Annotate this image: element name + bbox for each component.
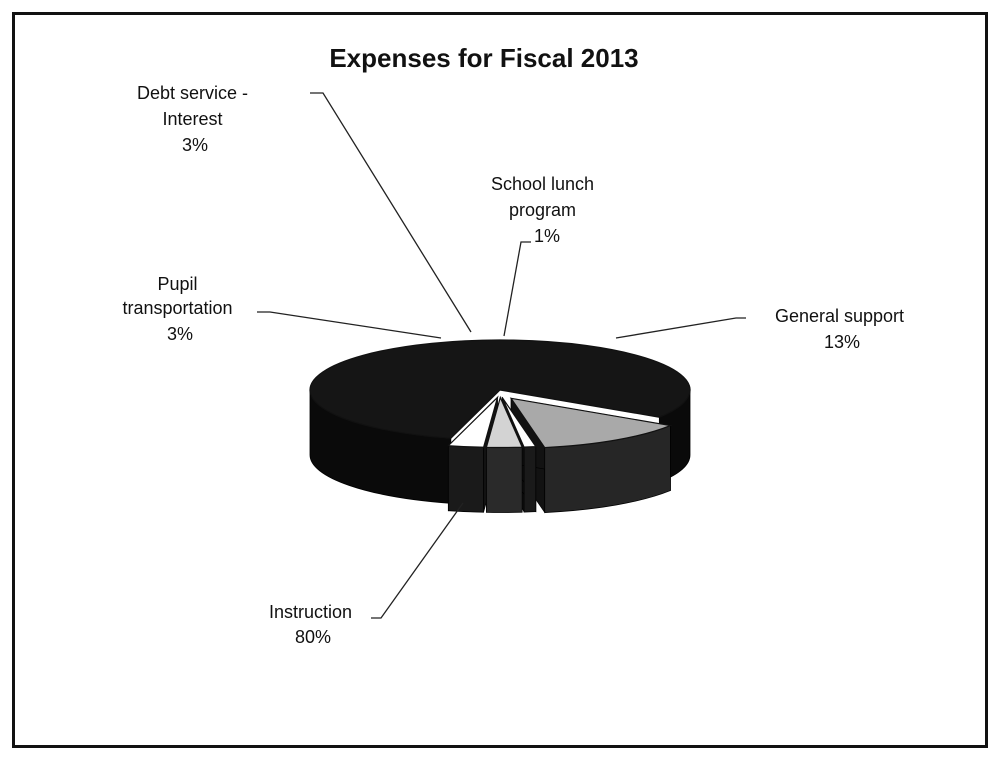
leader-line-instruction — [371, 502, 464, 619]
label-debt-service-pct: 3% — [182, 135, 208, 155]
label-instruction: Instruction 80% — [269, 602, 357, 647]
pie-slice-general-support — [509, 397, 673, 449]
pie-side-school-lunch-program — [523, 446, 537, 513]
label-general-support-line1: General support — [775, 306, 904, 326]
pie-slice-pupil-transportation — [446, 395, 499, 448]
label-school-lunch-pct: 1% — [534, 226, 560, 246]
pie-tops — [309, 339, 691, 449]
label-school-lunch-line1: School lunch — [491, 174, 594, 194]
label-general-support-pct: 13% — [824, 332, 860, 352]
pie-sides — [309, 389, 691, 514]
label-school-lunch-line2: program — [509, 200, 576, 220]
pie-side-pupil-transportation — [447, 445, 484, 513]
label-pupil-transportation-line1: Pupil — [157, 274, 197, 294]
label-instruction-pct: 80% — [295, 627, 331, 647]
chart-title: Expenses for Fiscal 2013 — [329, 43, 638, 73]
label-debt-service-line2: Interest — [162, 109, 222, 129]
label-instruction-line1: Instruction — [269, 602, 352, 622]
pie-slice-debt-service-interest — [485, 395, 524, 449]
leader-line-debt — [310, 92, 472, 333]
pie-side-debt-service-interest — [485, 446, 523, 513]
label-debt-service: Debt service - Interest 3% — [137, 83, 253, 155]
pie-slice-school-lunch-program — [501, 397, 537, 448]
label-school-lunch: School lunch program 1% — [491, 174, 599, 246]
leader-line-pupil — [257, 311, 442, 339]
label-pupil-transportation-line2: transportation — [122, 298, 232, 318]
leader-line-lunch — [503, 241, 531, 337]
leader-line-general — [615, 317, 746, 339]
label-pupil-transportation-pct: 3% — [167, 324, 193, 344]
label-debt-service-line1: Debt service - — [137, 83, 248, 103]
label-general-support: General support 13% — [775, 306, 909, 352]
pie-slice-instruction — [309, 339, 691, 439]
label-pupil-transportation: Pupil transportation 3% — [122, 274, 237, 344]
